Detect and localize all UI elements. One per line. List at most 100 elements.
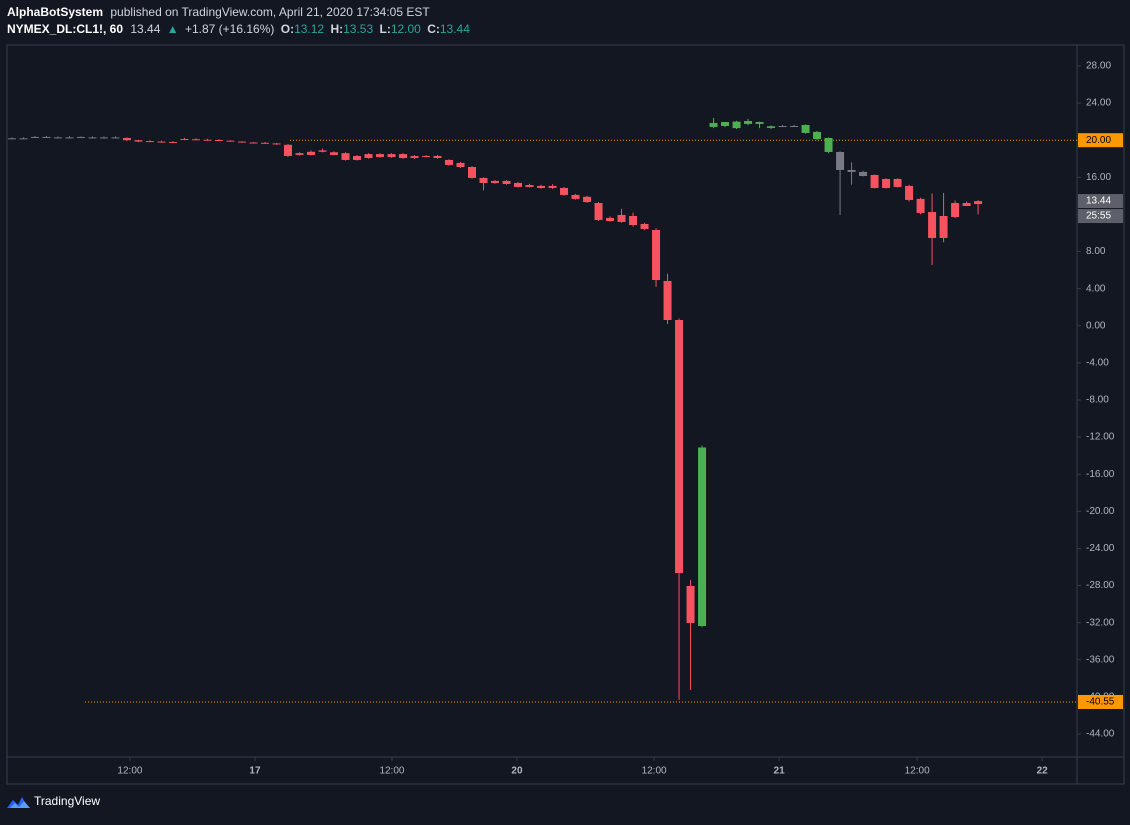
candle-body — [606, 217, 615, 222]
price-label-box — [1078, 694, 1123, 709]
published: published on TradingView.com, April 21, … — [110, 5, 430, 19]
candle-body — [755, 122, 764, 124]
candle-body — [893, 178, 902, 187]
candle-body — [180, 138, 189, 140]
candle-body — [479, 177, 488, 183]
candle-body — [145, 141, 154, 143]
frame — [6, 44, 1125, 785]
price-label: -40.55 — [1086, 697, 1115, 708]
y-tick-label: -36.00 — [1086, 654, 1115, 665]
candle-body — [905, 185, 914, 200]
candle-body — [560, 187, 569, 195]
l-label: L: — [380, 22, 391, 36]
y-tick-label: -8.00 — [1086, 395, 1109, 406]
candle-body — [663, 280, 672, 321]
candle-body — [617, 214, 626, 222]
candle-body — [318, 150, 327, 152]
candle-body — [583, 196, 592, 202]
candle-body — [272, 143, 281, 145]
countdown: 25:55 — [1086, 211, 1111, 222]
candle-body — [237, 141, 246, 143]
candle-body — [249, 142, 258, 144]
last-price-label: 13.44 — [1086, 196, 1111, 207]
price-label: 20.00 — [1086, 135, 1111, 146]
candle-body — [790, 125, 799, 127]
x-tick-label: 12:00 — [905, 766, 930, 777]
candle-body — [30, 136, 39, 138]
y-tick-label: 4.00 — [1086, 283, 1106, 294]
x-tick-label: 22 — [1037, 766, 1049, 777]
candle-body — [801, 124, 810, 133]
c: 13.44 — [440, 22, 470, 36]
x-tick-label: 12:00 — [117, 766, 142, 777]
candle-body — [99, 137, 108, 139]
brand: TradingView — [34, 794, 100, 808]
candle-body — [445, 159, 454, 165]
header-line-2: NYMEX_DL:CL1!, 60 13.44 ▲ +1.87 (+16.16%… — [7, 22, 470, 36]
candle-body — [399, 154, 408, 159]
logo — [7, 797, 30, 808]
y-tick-label: -28.00 — [1086, 580, 1115, 591]
candle-body — [847, 169, 856, 172]
candle-body — [295, 153, 304, 155]
last: 13.44 — [130, 22, 160, 36]
x-tick-label: 12:00 — [642, 766, 667, 777]
arrow: ▲ — [167, 22, 179, 36]
candle-body — [778, 125, 787, 127]
x-tick-label: 12:00 — [379, 766, 404, 777]
candle-body — [928, 212, 937, 238]
candle-body — [76, 136, 85, 138]
header-line-1: AlphaBotSystem published on TradingView.… — [7, 5, 430, 19]
candle-body — [939, 215, 948, 238]
candle-body — [53, 137, 62, 139]
candle-body — [882, 178, 891, 188]
candle-body — [306, 151, 315, 155]
o: 13.12 — [294, 22, 324, 36]
candle-body — [571, 194, 580, 199]
candle-body — [721, 122, 730, 126]
candle-body — [744, 120, 753, 124]
candle-body — [675, 320, 684, 574]
candle-body — [387, 154, 396, 157]
candle-body — [168, 142, 177, 144]
candle-body — [686, 586, 695, 624]
candle-body — [260, 142, 269, 144]
candle-body — [122, 137, 131, 141]
candle-body — [283, 144, 292, 156]
author: AlphaBotSystem — [7, 5, 103, 19]
candle-body — [836, 151, 845, 170]
y-tick-label: -4.00 — [1086, 358, 1109, 369]
y-tick-label: 24.00 — [1086, 98, 1111, 109]
candle-body — [157, 141, 166, 143]
candle-body — [352, 155, 361, 160]
c-label: C: — [427, 22, 440, 36]
candle-body — [329, 152, 338, 155]
candle-body — [548, 185, 557, 188]
candle-body — [214, 140, 223, 142]
candle-body — [7, 138, 16, 140]
candle-body — [859, 171, 868, 177]
l: 12.00 — [391, 22, 421, 36]
candle-body — [134, 140, 143, 142]
candle-body — [525, 185, 534, 187]
candle-body — [65, 137, 74, 139]
y-tick-label: 28.00 — [1086, 61, 1111, 72]
candle-body — [594, 203, 603, 220]
y-tick-label: -20.00 — [1086, 506, 1115, 517]
candle-body — [870, 174, 879, 188]
candle-body — [422, 155, 431, 157]
candle-body — [226, 140, 235, 142]
y-tick-label: 16.00 — [1086, 172, 1111, 183]
candle-body — [537, 185, 546, 188]
candle-body — [640, 223, 649, 229]
h: 13.53 — [343, 22, 373, 36]
x-tick-label: 21 — [774, 766, 786, 777]
change: +1.87 (+16.16%) — [185, 22, 274, 36]
last-price-box — [1078, 194, 1123, 209]
candle-body — [456, 162, 465, 168]
candle-body — [364, 154, 373, 159]
candle-body — [375, 154, 384, 157]
